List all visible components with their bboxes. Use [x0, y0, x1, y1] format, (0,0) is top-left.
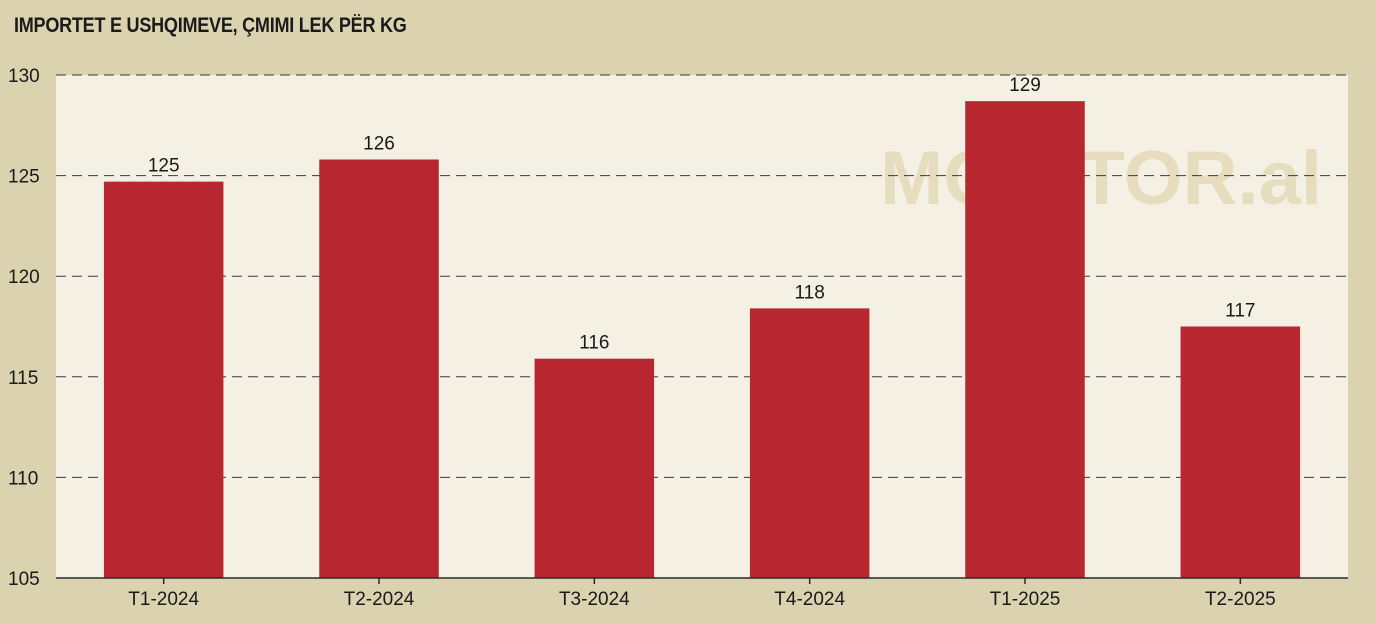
chart-title: IMPORTET E USHQIMEVE, ÇMIMI LEK PËR KG — [14, 14, 407, 37]
plot-area — [56, 75, 1348, 578]
y-tick-label: 125 — [8, 167, 40, 188]
bar-value-label: 129 — [1009, 75, 1041, 96]
x-tick-label: T2-2024 — [344, 589, 415, 610]
y-tick-label: 130 — [8, 66, 40, 87]
bar-value-label: 116 — [579, 333, 609, 354]
gridlines — [56, 74, 1348, 478]
watermark: MONITOR.al — [880, 136, 1322, 221]
bar — [319, 159, 439, 578]
x-tick-label: T1-2024 — [128, 589, 199, 610]
bars — [103, 101, 1301, 579]
bar-value-label: 126 — [363, 134, 395, 155]
y-tick-label: 110 — [8, 468, 38, 489]
x-axis-ticks: T1-2024 T2-2024 T3-2024 T4-2024 T1-2025 T2-20… — [128, 578, 1276, 610]
x-tick-label: T4-2024 — [774, 589, 845, 610]
y-tick-label: 105 — [8, 569, 40, 590]
y-axis-ticks: 105 110 115 120 125 130 — [8, 66, 40, 590]
bar-value-label: 117 — [1225, 301, 1255, 322]
x-tick-label: T2-2025 — [1205, 589, 1276, 610]
y-tick-label: 115 — [8, 368, 38, 389]
bar-value-label: 118 — [795, 282, 825, 303]
value-labels: 125 126 116 118 129 117 — [148, 75, 1256, 354]
bar — [965, 101, 1085, 578]
bar-value-label: 125 — [148, 156, 180, 177]
bar — [749, 308, 870, 578]
y-tick-label: 120 — [8, 267, 40, 288]
bar — [1180, 326, 1301, 578]
x-tick-label: T3-2024 — [559, 589, 630, 610]
x-tick-label: T1-2025 — [990, 589, 1061, 610]
bar — [534, 358, 655, 578]
bar — [103, 181, 224, 579]
